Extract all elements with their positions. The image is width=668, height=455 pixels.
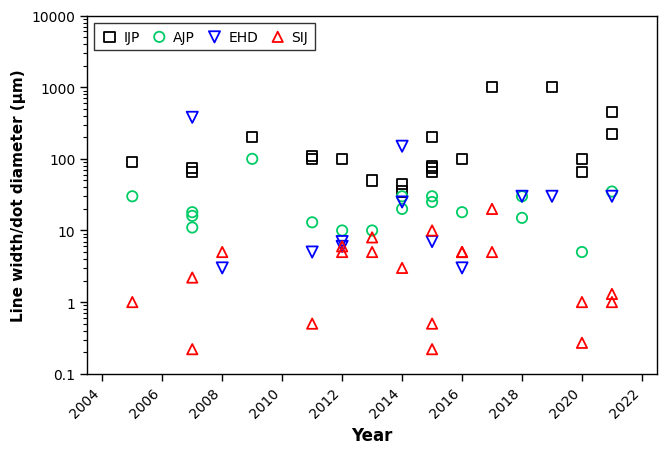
IJP [307,153,317,160]
EHD [607,193,617,201]
SIJ [217,249,228,256]
AJP [187,209,198,217]
SIJ [457,249,468,256]
Legend: IJP, AJP, EHD, SIJ: IJP, AJP, EHD, SIJ [94,24,315,51]
SIJ [127,299,138,306]
IJP [457,156,468,163]
Y-axis label: Line width/dot diameter (μm): Line width/dot diameter (μm) [11,69,26,321]
IJP [607,131,617,139]
EHD [217,265,228,272]
IJP [607,109,617,116]
IJP [307,156,317,163]
SIJ [187,274,198,282]
SIJ [427,228,438,235]
SIJ [607,299,617,306]
EHD [427,238,438,246]
IJP [187,169,198,177]
SIJ [457,249,468,256]
IJP [427,165,438,172]
SIJ [576,339,587,347]
SIJ [487,249,498,256]
AJP [397,193,407,201]
SIJ [337,249,347,256]
IJP [127,159,138,167]
IJP [247,134,258,142]
AJP [247,156,258,163]
AJP [576,249,587,256]
SIJ [307,320,317,328]
SIJ [427,320,438,328]
SIJ [337,243,347,250]
IJP [397,181,407,188]
AJP [397,206,407,213]
AJP [307,219,317,227]
SIJ [576,299,587,306]
IJP [427,134,438,142]
EHD [397,199,407,206]
SIJ [367,234,377,242]
AJP [337,228,347,235]
IJP [576,156,587,163]
IJP [546,84,557,91]
EHD [337,238,347,246]
SIJ [397,265,407,272]
EHD [397,143,407,151]
IJP [427,169,438,177]
IJP [337,156,347,163]
AJP [187,224,198,232]
SIJ [607,291,617,298]
AJP [607,188,617,196]
AJP [127,193,138,201]
IJP [397,188,407,196]
SIJ [187,346,198,353]
EHD [457,265,468,272]
AJP [427,199,438,206]
AJP [187,213,198,220]
X-axis label: Year: Year [351,426,393,444]
AJP [457,209,468,217]
AJP [367,228,377,235]
SIJ [427,346,438,353]
EHD [516,193,527,201]
AJP [516,193,527,201]
IJP [487,84,498,91]
AJP [516,215,527,222]
SIJ [487,206,498,213]
IJP [187,165,198,172]
EHD [307,249,317,256]
EHD [337,243,347,250]
IJP [367,177,377,185]
IJP [427,163,438,170]
SIJ [367,249,377,256]
EHD [187,114,198,121]
AJP [427,193,438,201]
IJP [576,169,587,177]
EHD [546,193,557,201]
